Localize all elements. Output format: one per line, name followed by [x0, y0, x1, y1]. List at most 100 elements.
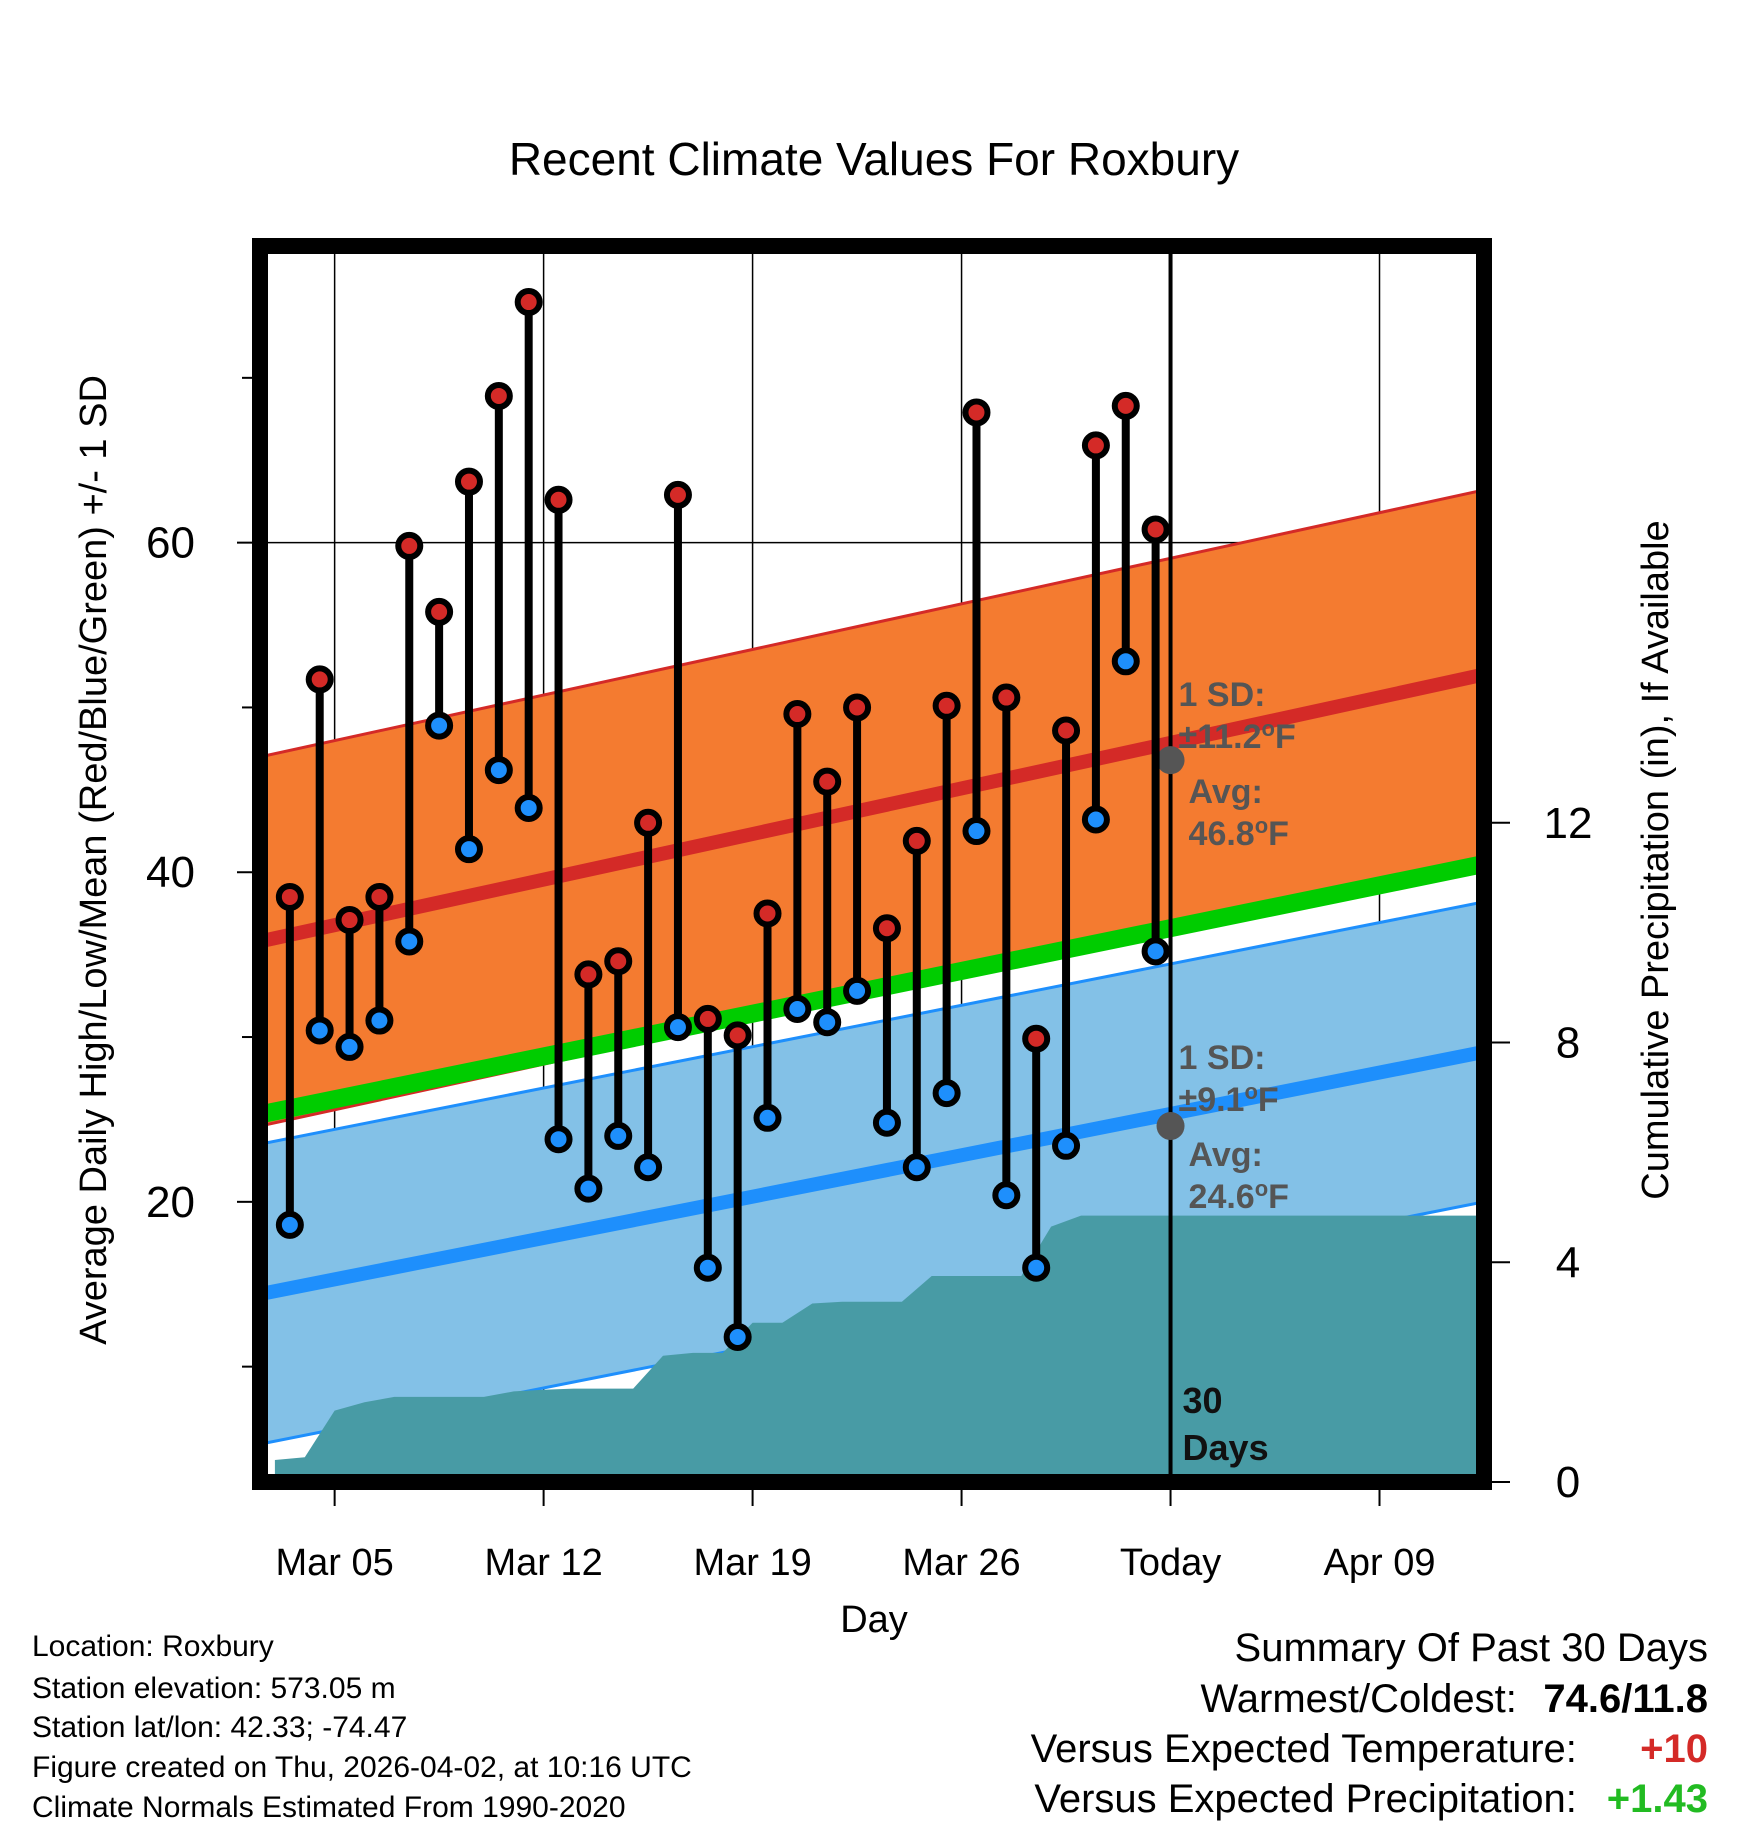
daily-high-point: [962, 398, 991, 427]
daily-low-point: [992, 1181, 1021, 1210]
daily-low-point: [604, 1121, 633, 1150]
axes-layer: 20 40 60 0 4 8 12 Mar 05 Mar 12 Mar 19 Mar 26 Today…: [146, 376, 1593, 1584]
daily-high-point: [1111, 391, 1140, 420]
daily-high-point: [1022, 1024, 1051, 1053]
daily-low-point: [574, 1174, 603, 1203]
info-elevation: Station elevation: 573.05 m: [32, 1672, 396, 1705]
daily-high-point: [425, 597, 454, 626]
daily-low-point: [305, 1016, 334, 1045]
daily-high-point: [634, 808, 663, 837]
daily-high-point: [902, 826, 931, 855]
daily-high-point: [395, 531, 424, 560]
y2-tick-label: 0: [1556, 1458, 1580, 1507]
daily-low-point: [1081, 805, 1110, 834]
daily-low-point: [484, 756, 513, 785]
summary-temp-value: +10: [1640, 1727, 1708, 1771]
daily-high-point: [1052, 716, 1081, 745]
daily-low-point: [962, 817, 991, 846]
daily-high-point: [932, 691, 961, 720]
daily-high-point: [753, 899, 782, 928]
precipitation-area: [274, 1215, 1484, 1482]
y2-axis-label: Cumulative Precipitation (in), If Availa…: [1635, 520, 1677, 1199]
daily-low-point: [813, 1008, 842, 1037]
daily-high-point: [813, 767, 842, 796]
y-tick-label: 60: [146, 519, 195, 568]
daily-low-point: [544, 1125, 573, 1154]
daily-high-point: [604, 947, 633, 976]
daily-low-point: [753, 1103, 782, 1132]
daily-low-point: [1052, 1131, 1081, 1160]
summary-temp-label: Versus Expected Temperature:: [1030, 1727, 1577, 1771]
daily-high-point: [723, 1021, 752, 1050]
summary-warmest-value: 74.6/11.8: [1543, 1677, 1708, 1721]
summary-title: Summary Of Past 30 Days: [1234, 1626, 1708, 1670]
daily-high-point: [275, 882, 304, 911]
daily-high-point: [305, 665, 334, 694]
daily-low-point: [902, 1153, 931, 1182]
annotation-unit: F: [1268, 1178, 1289, 1216]
daily-low-point: [335, 1032, 364, 1061]
daily-low-point: [1141, 937, 1170, 966]
daily-high-point: [574, 960, 603, 989]
summary-precip-value: +1.43: [1606, 1777, 1708, 1821]
daily-low-point: [1022, 1253, 1051, 1282]
daily-high-point: [992, 683, 1021, 712]
summary-precip-row: Versus Expected Precipitation: +1.43: [1034, 1777, 1708, 1822]
annotation-avg-label: Avg:: [1189, 773, 1263, 811]
y2-tick-label: 12: [1544, 799, 1593, 848]
daily-high-point: [544, 485, 573, 514]
annotation-sd-value: ±11.2oF: [1179, 716, 1296, 756]
y2-tick-label: 4: [1556, 1238, 1580, 1287]
chart-title: Recent Climate Values For Roxbury: [509, 133, 1239, 185]
annotation-unit: F: [1258, 1081, 1279, 1119]
daily-low-point: [395, 927, 424, 956]
x-tick-label: Apr 09: [1324, 1542, 1436, 1584]
days-label-text: Days: [1183, 1427, 1269, 1468]
daily-high-point: [514, 288, 543, 317]
daily-high-point: [693, 1004, 722, 1033]
annotation-unit: F: [1268, 815, 1289, 853]
daily-low-point: [365, 1006, 394, 1035]
daily-low-point: [425, 711, 454, 740]
daily-high-point: [663, 480, 692, 509]
degree-sign: o: [1255, 1176, 1268, 1201]
low-sd-upper-edge: [260, 900, 1484, 1146]
daily-low-point: [843, 976, 872, 1005]
daily-low-point: [693, 1253, 722, 1282]
x-tick-label: Mar 26: [902, 1542, 1020, 1584]
x-tick-label: Mar 19: [693, 1542, 811, 1584]
y-tick-label: 20: [146, 1178, 195, 1227]
daily-high-point: [335, 906, 364, 935]
daily-low-point: [454, 835, 483, 864]
daily-low-point: [275, 1210, 304, 1239]
daily-high-point: [454, 467, 483, 496]
daily-low-point: [872, 1108, 901, 1137]
daily-low-point: [1111, 647, 1140, 676]
info-location: Location: Roxbury: [32, 1630, 274, 1663]
annotation-avg-label: Avg:: [1189, 1136, 1263, 1174]
daily-low-point: [514, 793, 543, 822]
annotation-sd-label: 1 SD:: [1179, 1039, 1266, 1077]
info-normals: Climate Normals Estimated From 1990-2020: [32, 1791, 626, 1824]
x-tick-label: Mar 05: [275, 1542, 393, 1584]
annotation-avg-value: 24.6oF: [1189, 1176, 1289, 1216]
normal-high-line: [260, 667, 1484, 949]
degree-sign: o: [1262, 716, 1275, 741]
daily-low-point: [634, 1153, 663, 1182]
daily-high-point: [783, 700, 812, 729]
degree-sign: o: [1255, 813, 1268, 838]
x-tick-label: Mar 12: [484, 1542, 602, 1584]
y2-tick-label: 8: [1556, 1019, 1580, 1068]
annotation-avg-dot: [1156, 746, 1185, 775]
daily-high-point: [1081, 431, 1110, 460]
annotation-avg-value: 46.8oF: [1189, 813, 1289, 853]
summary-precip-label: Versus Expected Precipitation:: [1034, 1777, 1577, 1821]
daily-low-point: [932, 1079, 961, 1108]
summary-warmest-row: Warmest/Coldest: 74.6/11.8: [1201, 1677, 1709, 1722]
daily-high-point: [1141, 515, 1170, 544]
annotation-high: 1 SD:±11.2oF Avg:46.8oF: [1156, 676, 1296, 853]
daily-low-point: [723, 1322, 752, 1351]
y-axis-label: Average Daily High/Low/Mean (Red/Blue/Gr…: [73, 375, 115, 1345]
